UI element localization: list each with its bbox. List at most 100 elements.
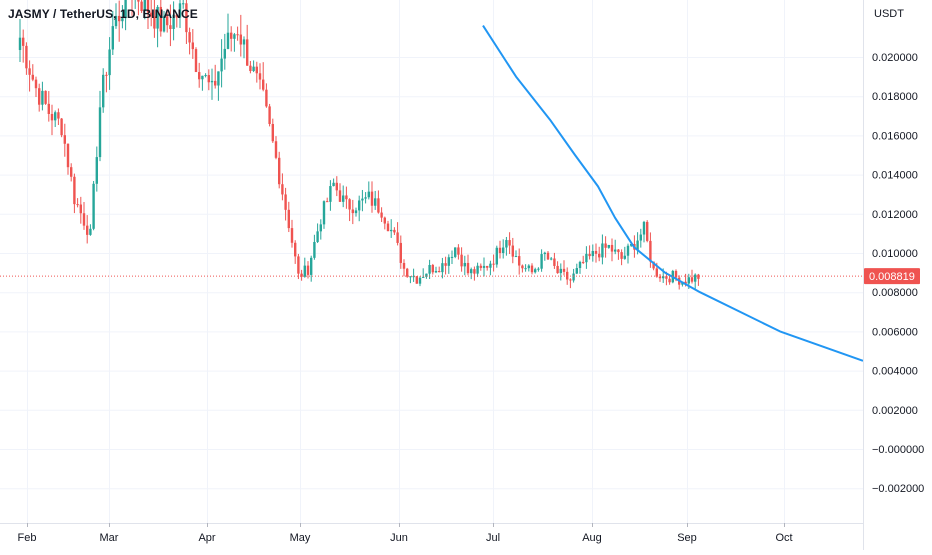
candle (626, 243, 630, 264)
time-tick-label: May (290, 532, 311, 544)
candle (457, 244, 460, 260)
candle (191, 29, 194, 59)
candle (242, 36, 246, 59)
candle (146, 0, 150, 30)
time-axis[interactable]: Feb Mar Apr May Jun Jul Aug Sep Oct (18, 523, 793, 544)
candle (351, 199, 354, 225)
candle (559, 263, 562, 281)
candle (38, 83, 41, 112)
candle (313, 234, 316, 260)
candle (342, 185, 345, 208)
candle (210, 68, 214, 100)
candle (332, 178, 335, 187)
candle (358, 195, 361, 222)
candle (297, 253, 300, 280)
price-tick-label: 0.012000 (872, 209, 918, 221)
candle (582, 255, 585, 265)
time-tick-label: Aug (582, 532, 602, 544)
candles (18, 0, 700, 290)
moving-average (482, 25, 864, 362)
candle (466, 254, 470, 276)
candle (271, 118, 274, 143)
candle (111, 11, 114, 55)
candle (546, 251, 550, 261)
candle (214, 64, 217, 89)
candle (383, 216, 386, 230)
candle (108, 37, 111, 90)
candle (610, 238, 614, 262)
candle (598, 246, 601, 262)
price-tick-label: 0.018000 (872, 91, 918, 103)
price-tick-label: −0.000000 (872, 444, 924, 456)
candle (319, 219, 322, 240)
moving-average-line (482, 25, 864, 362)
candle (460, 247, 463, 272)
candle (268, 103, 271, 127)
candle (207, 69, 210, 91)
candle (386, 220, 390, 232)
candle (361, 189, 364, 212)
candle (540, 249, 543, 272)
last-price-label: 0.008819 (869, 271, 915, 283)
candle (607, 244, 610, 249)
candle (534, 267, 537, 274)
candle (287, 201, 290, 233)
candle (537, 267, 540, 272)
candle (514, 250, 518, 258)
candle (233, 32, 236, 52)
candle (204, 73, 207, 78)
candle (623, 246, 626, 260)
candle (86, 215, 89, 244)
candle (169, 4, 172, 47)
candle (281, 173, 284, 201)
candle (95, 146, 98, 192)
candle (511, 237, 514, 264)
candle (434, 266, 438, 274)
candle (431, 263, 434, 275)
candle (543, 251, 546, 261)
candle (505, 236, 508, 256)
candle (473, 266, 476, 281)
candle (345, 186, 348, 209)
candle (649, 232, 652, 268)
candle (246, 24, 249, 66)
candle (114, 3, 118, 29)
candle (70, 163, 73, 182)
time-tick-label: Jul (486, 532, 500, 544)
candle (694, 273, 697, 290)
candle (486, 265, 489, 271)
candle (614, 239, 617, 255)
price-tick-label: 0.008000 (872, 287, 918, 299)
candle (50, 104, 54, 136)
candle (594, 243, 598, 263)
candle (44, 90, 47, 105)
candle (226, 13, 230, 50)
candle (252, 60, 255, 73)
price-tick-label: 0.016000 (872, 130, 918, 142)
candle (418, 276, 422, 287)
candle (182, 0, 185, 9)
candle (406, 267, 409, 278)
candle (153, 0, 156, 38)
price-axis[interactable]: USDT 0.020000 0.018000 0.016000 0.014000 0.0… (864, 8, 924, 495)
grid-lines (0, 0, 863, 523)
candle (508, 232, 511, 255)
candle (527, 264, 530, 272)
candle (578, 260, 582, 274)
time-tick-label: Feb (18, 532, 37, 544)
price-tick-label: 0.002000 (872, 405, 918, 417)
candle (380, 207, 383, 223)
candle (479, 263, 482, 271)
candle (335, 176, 338, 197)
candle (284, 187, 287, 221)
candle (447, 254, 450, 274)
candle (265, 83, 268, 108)
candle (585, 246, 588, 269)
candle (524, 264, 527, 272)
time-tick-label: Jun (390, 532, 408, 544)
symbol-title: JASMY / TetherUS, 1D, BINANCE (8, 7, 198, 21)
candle (374, 190, 377, 210)
candle (553, 252, 556, 269)
